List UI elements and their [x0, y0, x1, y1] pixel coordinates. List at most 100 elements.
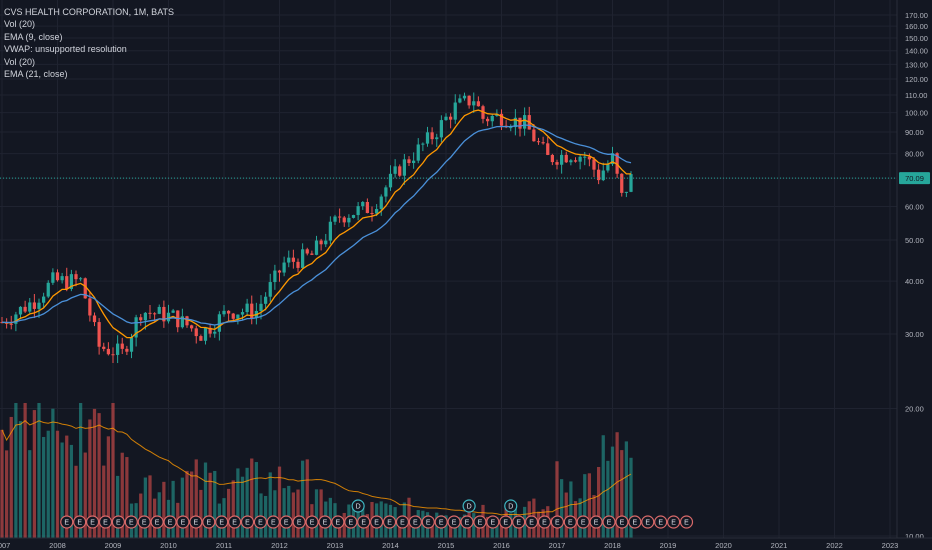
volume-bar	[194, 459, 198, 538]
legend-vwap[interactable]: VWAP: unsupported resolution	[4, 44, 127, 55]
legend-ema-21[interactable]: EMA (21, close)	[4, 69, 68, 80]
candle-body	[14, 314, 18, 324]
earnings-marker[interactable]: E	[227, 515, 242, 529]
earnings-marker-label: E	[542, 520, 547, 527]
volume-bar	[245, 467, 249, 538]
earnings-marker[interactable]: E	[318, 515, 332, 529]
earnings-marker[interactable]: E	[421, 515, 435, 529]
earnings-marker-circle	[215, 515, 229, 529]
earnings-marker[interactable]: E	[615, 515, 629, 529]
candle-body	[398, 166, 402, 176]
price-tick-label: 60.00	[905, 203, 924, 212]
volume-bar	[157, 492, 161, 538]
candle-body	[74, 274, 78, 280]
earnings-marker-label: E	[206, 520, 211, 527]
earnings-marker[interactable]: E	[240, 515, 255, 529]
earnings-marker[interactable]: E	[253, 515, 268, 529]
candle-body	[425, 132, 430, 144]
volume-bar	[518, 519, 522, 538]
volume-bar	[190, 471, 194, 538]
dividend-marker[interactable]: D	[504, 499, 518, 513]
price-tick-label: 160.00	[905, 22, 928, 31]
earnings-marker[interactable]: E	[124, 515, 138, 529]
earnings-marker-circle	[512, 515, 526, 529]
candles	[0, 92, 633, 364]
price-axis[interactable]: 170.00 160.00 150.00 140.00 130.00 120.00 110.…	[905, 11, 928, 541]
earnings-marker[interactable]: E	[524, 515, 539, 529]
earnings-marker[interactable]: E	[550, 515, 564, 529]
earnings-marker[interactable]: E	[73, 515, 87, 529]
earnings-marker[interactable]: E	[344, 515, 358, 529]
earnings-marker[interactable]: E	[666, 515, 681, 529]
earnings-marker[interactable]: E	[512, 515, 526, 529]
earnings-marker[interactable]: E	[215, 515, 229, 529]
dividend-marker[interactable]: D	[351, 499, 365, 513]
volume-bar	[615, 432, 619, 538]
candle-body	[435, 137, 439, 140]
earnings-marker[interactable]: E	[486, 515, 500, 529]
earnings-marker[interactable]: E	[176, 515, 190, 529]
symbol-title[interactable]: CVS HEALTH CORPORATION, 1M, BATS	[4, 7, 175, 17]
earnings-marker[interactable]: E	[189, 515, 203, 529]
earnings-marker[interactable]: E	[279, 515, 293, 529]
volume-bar	[430, 517, 434, 538]
price-tick-label: 140.00	[905, 47, 928, 56]
earnings-marker[interactable]: E	[292, 515, 306, 529]
candle-body	[402, 159, 406, 176]
legend-vol-20[interactable]: Vol (20)	[4, 19, 36, 30]
earnings-marker-label: E	[503, 520, 508, 527]
volume-bar	[629, 457, 633, 538]
earnings-marker[interactable]: E	[382, 515, 397, 529]
earnings-marker[interactable]: E	[499, 515, 513, 529]
earnings-marker[interactable]: E	[563, 515, 577, 529]
earnings-marker-circle	[486, 515, 500, 529]
time-axis[interactable]: 2007 2008 2009 2010 2011 2012 2013 2014 2015 2016…	[0, 541, 898, 550]
earnings-marker-circle	[331, 515, 345, 529]
earnings-marker[interactable]: E	[137, 515, 151, 529]
earnings-marker[interactable]: E	[357, 515, 371, 529]
earnings-marker[interactable]: E	[266, 515, 280, 529]
earnings-marker[interactable]: E	[641, 515, 655, 529]
earnings-marker[interactable]: E	[473, 515, 487, 529]
earnings-marker[interactable]: E	[654, 515, 668, 529]
earnings-marker[interactable]: E	[628, 515, 642, 529]
candle-body	[347, 217, 351, 223]
candle-body	[606, 164, 610, 171]
earnings-marker[interactable]: E	[395, 515, 410, 529]
earnings-marker-circle	[176, 515, 190, 529]
earnings-marker[interactable]: E	[370, 515, 384, 529]
dividend-marker[interactable]: D	[462, 499, 476, 513]
earnings-marker-label: E	[103, 520, 108, 527]
earnings-marker[interactable]: E	[163, 515, 177, 529]
earnings-marker[interactable]: E	[679, 515, 694, 529]
earnings-marker[interactable]: E	[602, 515, 616, 529]
earnings-marker[interactable]: E	[408, 515, 422, 529]
earnings-marker[interactable]: E	[537, 515, 552, 529]
earnings-marker[interactable]: E	[202, 515, 216, 529]
volume-bar	[69, 444, 73, 538]
earnings-marker[interactable]: E	[98, 515, 113, 529]
candle-body	[532, 129, 536, 142]
earnings-marker[interactable]: E	[331, 515, 345, 529]
earnings-marker[interactable]: E	[434, 515, 448, 529]
candle-body	[384, 187, 388, 197]
earnings-marker[interactable]: E	[60, 515, 74, 529]
earnings-marker[interactable]: E	[576, 515, 590, 529]
earnings-marker[interactable]: E	[85, 515, 100, 529]
legend-vol-20-b[interactable]: Vol (20)	[4, 56, 36, 67]
legend-ema-9[interactable]: EMA (9, close)	[4, 31, 63, 42]
volume-bar	[328, 497, 332, 538]
earnings-marker[interactable]: E	[447, 515, 461, 529]
earnings-marker[interactable]: E	[111, 515, 125, 529]
earnings-marker-label: E	[645, 520, 650, 527]
volume-bar	[495, 517, 499, 538]
earnings-marker[interactable]: E	[460, 515, 474, 529]
volume-ma-line	[1, 420, 632, 516]
earnings-marker[interactable]: E	[150, 515, 164, 529]
earnings-marker-label: E	[555, 520, 560, 527]
earnings-marker[interactable]: E	[305, 515, 319, 529]
candle-body	[476, 101, 480, 107]
earnings-marker[interactable]: E	[589, 515, 603, 529]
